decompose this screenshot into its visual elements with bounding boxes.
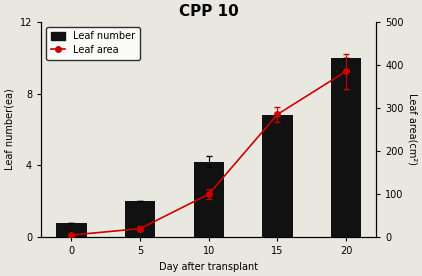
Title: CPP 10: CPP 10 [179,4,239,19]
Y-axis label: Leaf area(cm²): Leaf area(cm²) [408,94,418,166]
Bar [57,223,87,237]
Legend: Leaf number, Leaf area: Leaf number, Leaf area [46,26,140,60]
Bar [331,58,361,237]
Y-axis label: Leaf number(ea): Leaf number(ea) [4,89,14,170]
Bar [262,115,292,237]
Bar [125,201,155,237]
Bar [194,162,224,237]
X-axis label: Day after transplant: Day after transplant [159,262,258,272]
